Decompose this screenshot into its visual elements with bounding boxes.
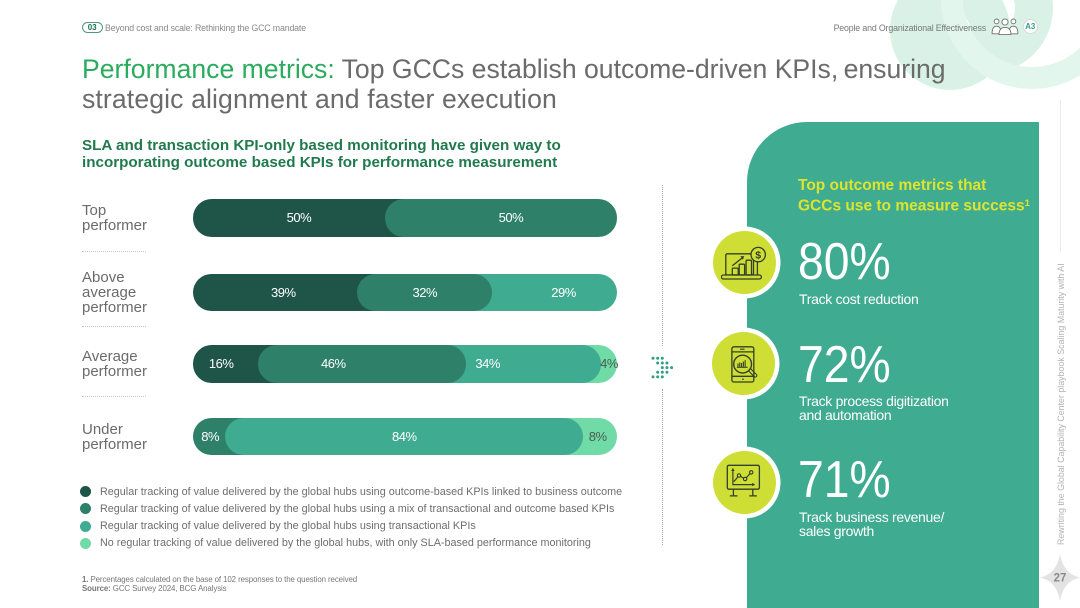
- svg-text:27: 27: [1054, 573, 1067, 585]
- svg-text:$: $: [755, 249, 761, 261]
